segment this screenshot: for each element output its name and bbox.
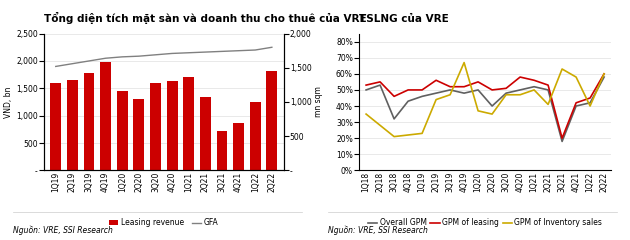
Bar [150,83,161,170]
Text: TSLNG của VRE: TSLNG của VRE [359,14,449,24]
Bar [217,131,227,170]
Bar [200,97,211,170]
Legend: Leasing revenue, GFA: Leasing revenue, GFA [106,215,222,230]
Bar [67,80,77,170]
Bar [266,71,277,170]
Bar [50,83,61,170]
Bar [100,62,111,170]
Legend: Overall GPM, GPM of leasing, GPM of Inventory sales: Overall GPM, GPM of leasing, GPM of Inve… [365,215,605,230]
Text: Tổng diện tích mặt sàn và doanh thu cho thuê của VRE: Tổng diện tích mặt sàn và doanh thu cho … [44,12,367,24]
Bar [167,81,178,170]
Bar [250,102,261,170]
Y-axis label: mn sqm: mn sqm [314,87,323,117]
Bar [134,99,144,170]
Bar [233,123,244,170]
Bar [117,91,128,170]
Y-axis label: VND, bn: VND, bn [4,86,13,118]
Text: Nguồn: VRE, SSI Research: Nguồn: VRE, SSI Research [13,226,113,235]
Bar [84,73,94,170]
Text: Nguồn: VRE, SSI Research: Nguồn: VRE, SSI Research [328,226,428,235]
Bar [183,77,194,170]
